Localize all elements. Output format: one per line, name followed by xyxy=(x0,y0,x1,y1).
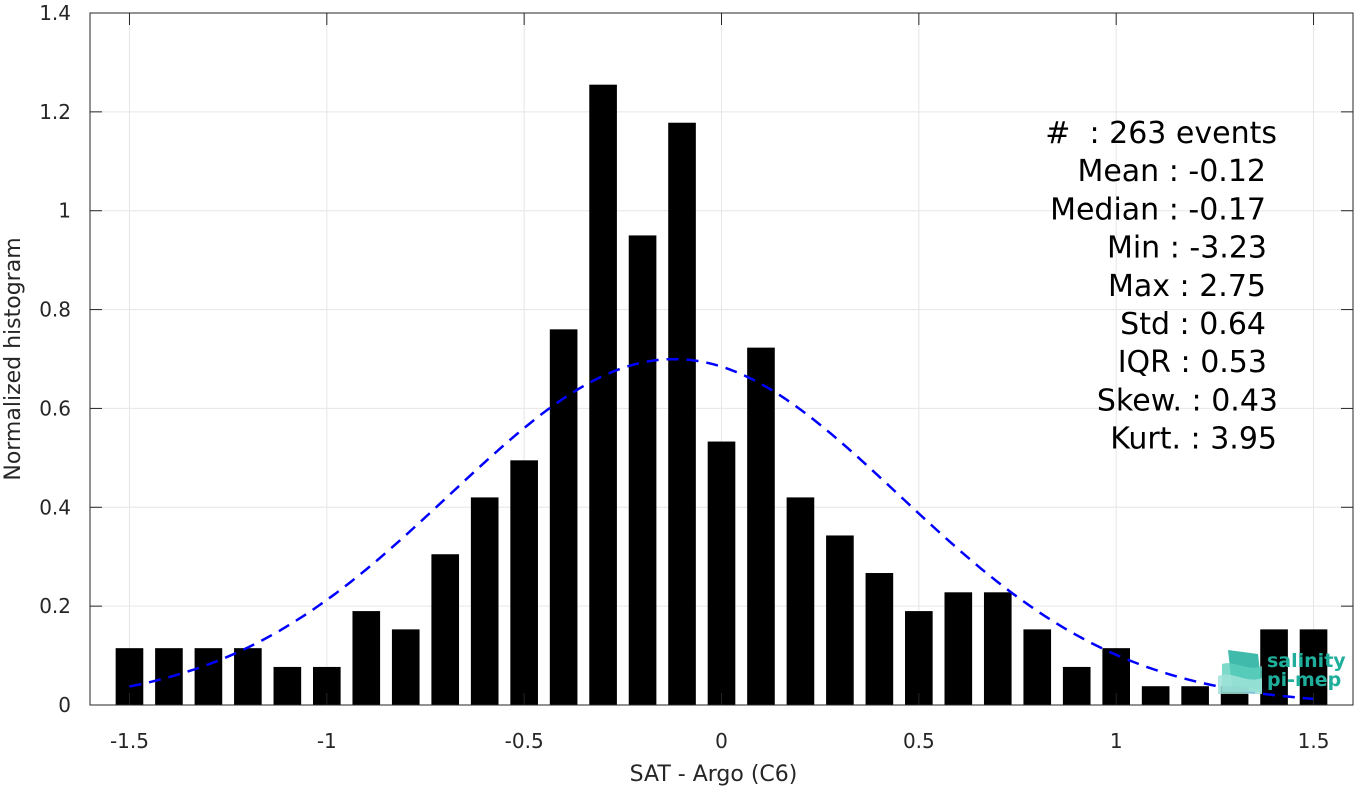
histogram-bar xyxy=(1299,629,1328,705)
y-tick-label: 1.2 xyxy=(39,100,71,124)
stat-line: Std : 0.64 xyxy=(1120,307,1266,342)
stat-line: Median : -0.17 xyxy=(1050,192,1266,227)
histogram-bar xyxy=(1141,686,1170,705)
axes xyxy=(89,12,1354,706)
y-tick-label: 0.4 xyxy=(39,495,71,519)
x-tick-label: 0.5 xyxy=(903,729,935,753)
histogram-bar xyxy=(1260,629,1288,705)
histogram-bar xyxy=(786,497,815,705)
histogram-bar xyxy=(352,611,381,705)
histogram-bar xyxy=(273,666,302,705)
fit-curve xyxy=(129,357,1314,701)
histogram-bar xyxy=(707,441,736,705)
histogram-bar xyxy=(194,648,223,705)
stat-line: Mean : -0.12 xyxy=(1077,154,1266,189)
x-tick-label: -1 xyxy=(317,729,337,753)
histogram-bar xyxy=(234,648,262,705)
y-tick-label: 0.2 xyxy=(39,594,71,618)
histogram-bar xyxy=(747,347,775,705)
stat-line: Kurt. : 3.95 xyxy=(1110,422,1277,457)
histogram-bar xyxy=(391,629,420,705)
histogram-bar xyxy=(1181,686,1209,705)
x-tick-label: 0 xyxy=(715,729,728,753)
histogram-bar xyxy=(589,84,617,705)
salinity-pimep-logo: salinity pi-mep xyxy=(1218,650,1346,694)
gaussian-fit xyxy=(129,357,1314,701)
stat-line: Skew. : 0.43 xyxy=(1097,383,1278,418)
histogram-bar xyxy=(470,497,499,705)
logo-text-salinity: salinity xyxy=(1267,650,1346,672)
histogram-bar xyxy=(905,611,933,705)
histogram-bar xyxy=(668,122,696,705)
x-tick-label: 1 xyxy=(1110,729,1123,753)
stat-line: IQR : 0.53 xyxy=(1118,345,1267,380)
x-tick-label: 1.5 xyxy=(1298,729,1330,753)
stat-line: Max : 2.75 xyxy=(1108,269,1266,304)
x-axis-label: SAT - Argo (C6) xyxy=(630,762,798,787)
logo-text-pimep: pi-mep xyxy=(1267,669,1341,691)
histogram-bar xyxy=(628,235,657,705)
x-tick-label: -1.5 xyxy=(110,729,149,753)
x-tick-label: -0.5 xyxy=(505,729,544,753)
histogram-bar xyxy=(1023,629,1052,705)
histogram-bar xyxy=(431,554,460,705)
histogram-bars xyxy=(115,84,1328,705)
y-tick-label: 1.4 xyxy=(39,1,71,25)
stat-line: # : 263 events xyxy=(1045,116,1277,151)
histogram-bar xyxy=(944,592,973,705)
tick-labels: -1.5 -1 -0.5 0 0.5 1 1.5 0 0.2 0.4 0.6 0.8 1 1.2 1.4 xyxy=(39,1,1329,753)
histogram-bar xyxy=(510,460,538,705)
histogram-bar xyxy=(549,329,578,705)
y-axis-label: Normalized histogram xyxy=(1,237,26,480)
y-tick-label: 0.8 xyxy=(39,298,71,322)
histogram-bar xyxy=(865,573,894,705)
wave-logo-icon xyxy=(1218,650,1262,694)
histogram-bar xyxy=(826,535,854,705)
y-tick-label: 1 xyxy=(58,199,71,223)
stat-line: Min : -3.23 xyxy=(1107,231,1267,266)
histogram-bar xyxy=(983,592,1012,705)
y-tick-label: 0 xyxy=(58,693,71,717)
y-tick-label: 0.6 xyxy=(39,396,71,420)
histogram-bar xyxy=(1062,666,1091,705)
